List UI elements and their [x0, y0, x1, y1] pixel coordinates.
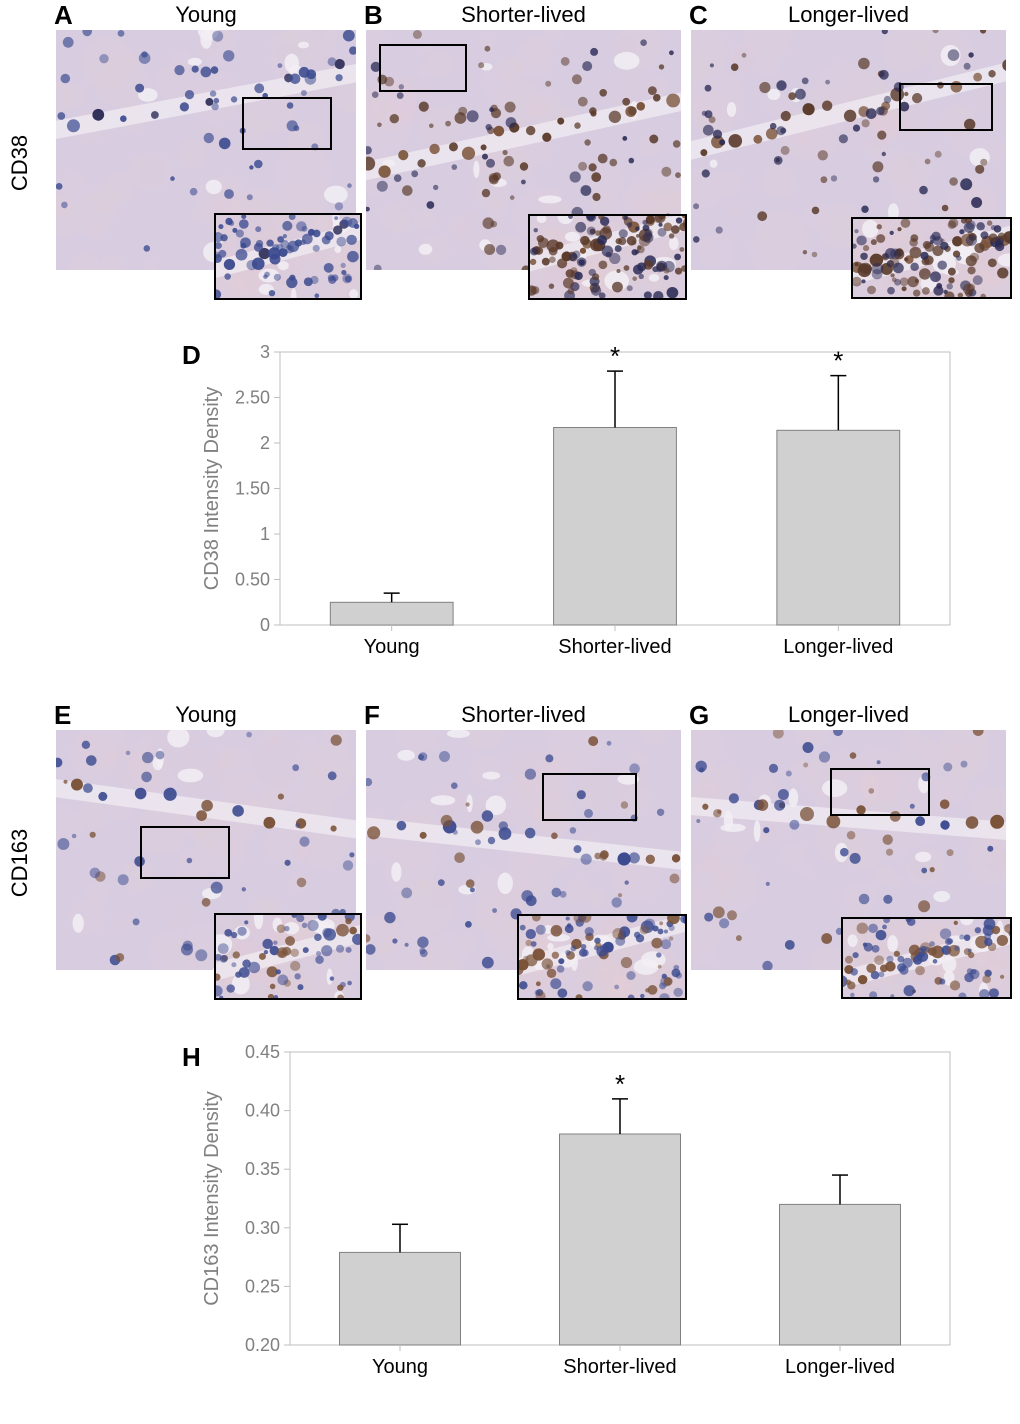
- svg-text:1: 1: [260, 524, 270, 544]
- svg-text:Shorter-lived: Shorter-lived: [563, 1356, 676, 1378]
- panel-title: Shorter-lived: [444, 702, 604, 728]
- panel-letter-h: H: [182, 1042, 201, 1073]
- svg-text:0.25: 0.25: [245, 1276, 280, 1296]
- micrograph-inset: [528, 214, 687, 300]
- svg-text:0.35: 0.35: [245, 1159, 280, 1179]
- svg-text:0.20: 0.20: [245, 1335, 280, 1355]
- panel-title: Longer-lived: [769, 702, 929, 728]
- roi-box: [542, 773, 637, 821]
- svg-text:0.50: 0.50: [235, 570, 270, 590]
- micrograph-inset: [214, 213, 363, 300]
- svg-text:0.45: 0.45: [245, 1042, 280, 1062]
- roi-box: [899, 83, 994, 131]
- svg-text:0.40: 0.40: [245, 1101, 280, 1121]
- bar: [560, 1134, 681, 1345]
- panel-title: Young: [126, 2, 286, 28]
- micrograph-inset: [214, 913, 363, 1000]
- bar: [780, 1204, 901, 1345]
- micrograph-inset: [841, 917, 1012, 999]
- panel-letter: A: [54, 0, 73, 31]
- panel-title: Longer-lived: [769, 2, 929, 28]
- panel-letter: C: [689, 0, 708, 31]
- roi-box: [242, 97, 332, 150]
- row-label-cd163: CD163: [7, 803, 33, 923]
- svg-text:CD163 Intensity Density: CD163 Intensity Density: [201, 1091, 223, 1306]
- row-label-cd38: CD38: [7, 103, 33, 223]
- panel-letter-d: D: [182, 340, 201, 371]
- svg-text:2.50: 2.50: [235, 388, 270, 408]
- svg-text:Longer-lived: Longer-lived: [783, 636, 893, 658]
- svg-text:Longer-lived: Longer-lived: [785, 1356, 895, 1378]
- micrograph-inset: [517, 914, 687, 1000]
- panel-title: Shorter-lived: [444, 2, 604, 28]
- panel-letter: F: [364, 700, 380, 731]
- panel-letter: B: [364, 0, 383, 31]
- panel-title: Young: [126, 702, 286, 728]
- roi-box: [830, 768, 931, 816]
- chart-h: 0.20 0.25 0.30 0.35 0.40 0.45 Young * Shorter-li…: [200, 1040, 960, 1390]
- svg-text:Young: Young: [372, 1356, 428, 1378]
- svg-text:3: 3: [260, 342, 270, 362]
- svg-text:*: *: [615, 1069, 625, 1099]
- bar: [330, 602, 453, 625]
- roi-box: [140, 826, 230, 879]
- svg-text:CD38 Intensity Density: CD38 Intensity Density: [201, 387, 223, 590]
- svg-text:1.50: 1.50: [235, 479, 270, 499]
- roi-box: [379, 44, 467, 92]
- svg-text:*: *: [610, 341, 620, 371]
- svg-text:Young: Young: [364, 636, 420, 658]
- svg-text:0: 0: [260, 615, 270, 635]
- bar: [777, 430, 900, 625]
- chart-d: 0 0.50 1 1.50 2 2.50 3 Young * Shorter-lived * Long…: [200, 340, 960, 670]
- micrograph-inset: [851, 217, 1012, 299]
- bar: [340, 1252, 461, 1345]
- svg-text:2: 2: [260, 433, 270, 453]
- svg-text:Shorter-lived: Shorter-lived: [558, 636, 671, 658]
- bar: [554, 428, 677, 626]
- svg-text:*: *: [833, 346, 843, 376]
- panel-letter: G: [689, 700, 709, 731]
- panel-letter: E: [54, 700, 71, 731]
- svg-text:0.30: 0.30: [245, 1218, 280, 1238]
